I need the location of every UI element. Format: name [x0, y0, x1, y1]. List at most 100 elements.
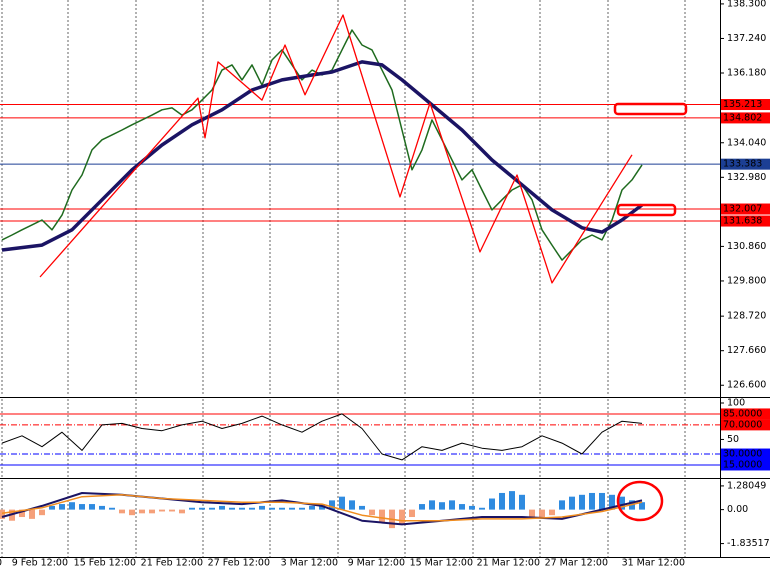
annotation-circle: [616, 480, 664, 522]
x-tick-label: 0: [0, 558, 2, 569]
level-label-box: [721, 448, 770, 460]
histogram-bar: [519, 494, 525, 510]
y-tick-label: 1.28049: [727, 480, 766, 491]
histogram-bar: [309, 505, 315, 510]
x-tick-label: 3 Mar 12:00: [281, 558, 338, 569]
y-tick-label: 130.860: [727, 241, 766, 252]
series-line: [1, 413, 643, 461]
histogram-bar: [589, 492, 595, 510]
histogram-bar: [279, 507, 285, 510]
histogram-bar: [429, 500, 435, 510]
y-tick-label: 129.800: [727, 275, 766, 286]
level-label-box: [721, 99, 770, 111]
histogram-bar: [489, 498, 495, 510]
histogram-bar: [379, 509, 385, 523]
x-tick-label: 9 Feb 12:00: [12, 558, 68, 569]
histogram-bar: [239, 507, 245, 510]
histogram-bar: [299, 507, 305, 510]
level-label: 135.213: [723, 99, 762, 110]
level-label: 85.0000: [723, 408, 762, 419]
histogram-bar: [609, 494, 615, 510]
histogram-bar: [139, 509, 145, 514]
histogram-bar: [19, 509, 25, 518]
y-tick-label: 0.00: [727, 504, 748, 515]
histogram-bar: [619, 496, 625, 510]
x-tick-label: 9 Mar 12:00: [348, 558, 405, 569]
x-tick-label: 27 Feb 12:00: [208, 558, 270, 569]
histogram-bar: [259, 505, 265, 510]
x-tick-label: 21 Mar 12:00: [477, 558, 540, 569]
histogram-bar: [399, 509, 405, 525]
level-label: 133.383: [723, 159, 762, 170]
histogram-bar: [569, 496, 575, 510]
y-tick-label: -1.83517: [727, 538, 770, 549]
histogram-bar: [159, 509, 165, 512]
x-tick-label: 31 Mar 12:00: [622, 558, 685, 569]
y-tick-label: 128.720: [727, 311, 766, 322]
level-label: 134.802: [723, 112, 762, 123]
series-line: [1, 60, 644, 252]
histogram-bar: [479, 507, 485, 510]
series-line: [39, 14, 633, 284]
level-label-box: [721, 419, 770, 431]
x-tick-label: 21 Feb 12:00: [141, 558, 203, 569]
histogram-bar: [149, 509, 155, 514]
histogram-bar: [339, 496, 345, 510]
histogram-bar: [639, 502, 645, 510]
y-tick-label: 126.600: [727, 380, 766, 391]
x-tick-label: 27 Mar 12:00: [545, 558, 608, 569]
level-label-box: [721, 112, 770, 124]
y-tick-label: 137.240: [727, 33, 766, 44]
histogram-bar: [459, 504, 465, 510]
histogram-bar: [289, 507, 295, 510]
histogram-bar: [89, 504, 95, 510]
histogram-bar: [349, 500, 355, 510]
histogram-bar: [329, 500, 335, 510]
histogram-bar: [59, 504, 65, 510]
y-tick-label: 138.300: [727, 0, 766, 9]
level-label: 131.638: [723, 216, 762, 227]
histogram-bar: [369, 509, 375, 516]
y-tick-label: 136.180: [727, 68, 766, 79]
histogram-bar: [559, 500, 565, 510]
histogram-bar: [409, 509, 415, 518]
histogram-bar: [0, 509, 5, 519]
histogram-bar: [129, 509, 135, 516]
y-tick-label: 132.980: [727, 172, 766, 183]
level-label-box: [721, 408, 770, 420]
y-tick-label: 50: [727, 434, 739, 445]
histogram-bar: [529, 509, 535, 518]
histogram-bar: [49, 505, 55, 510]
histogram-bar: [499, 492, 505, 510]
annotation-box: [616, 203, 677, 217]
histogram-bar: [549, 509, 555, 516]
annotation-box: [613, 102, 688, 116]
level-label-box: [721, 215, 770, 227]
histogram-bar: [269, 507, 275, 510]
y-tick-label: 127.660: [727, 345, 766, 356]
histogram-bar: [99, 505, 105, 510]
histogram-bar: [249, 507, 255, 510]
histogram-bar: [39, 509, 45, 516]
y-tick-label: 100: [727, 398, 745, 409]
level-label-box: [721, 459, 770, 471]
y-tick-label: 134.040: [727, 137, 766, 148]
histogram-bar: [359, 505, 365, 510]
histogram-bar: [79, 504, 85, 510]
histogram-bar: [579, 494, 585, 510]
histogram-bar: [209, 507, 215, 510]
x-tick-label: 15 Feb 12:00: [74, 558, 136, 569]
histogram-bar: [599, 492, 605, 510]
histogram-bar: [469, 505, 475, 510]
x-tick-label: 15 Mar 12:00: [410, 558, 473, 569]
histogram-bar: [509, 491, 515, 510]
histogram-bar: [119, 509, 125, 514]
histogram-bar: [449, 500, 455, 510]
histogram-bar: [109, 507, 115, 510]
level-label-box: [721, 158, 770, 170]
histogram-bar: [439, 502, 445, 510]
histogram-bar: [539, 509, 545, 519]
level-label: 70.0000: [723, 419, 762, 430]
